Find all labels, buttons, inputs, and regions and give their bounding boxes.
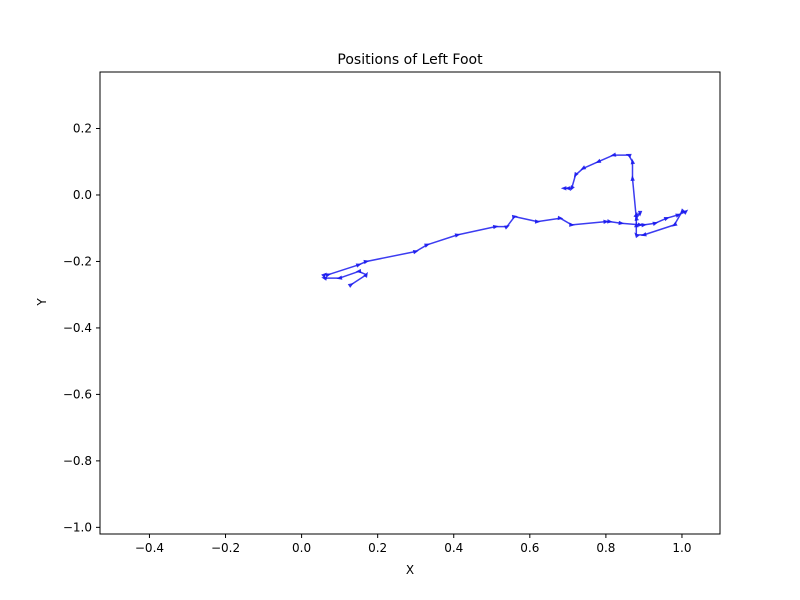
x-tick-label: 0.0 xyxy=(292,541,311,555)
x-tick-label: 1.0 xyxy=(672,541,691,555)
data-point xyxy=(560,186,567,191)
y-tick-label: −0.8 xyxy=(63,454,92,468)
data-point xyxy=(325,273,332,278)
y-tick-label: −0.6 xyxy=(63,387,92,401)
data-point xyxy=(492,224,499,230)
y-axis-label: Y xyxy=(35,298,49,307)
data-point xyxy=(618,220,625,226)
y-tick-label: −0.4 xyxy=(63,321,92,335)
data-point xyxy=(321,272,327,278)
x-tick-label: 0.2 xyxy=(368,541,387,555)
x-tick-label: 0.8 xyxy=(596,541,615,555)
y-tick-label: 0.0 xyxy=(73,188,92,202)
y-tick-label: 0.2 xyxy=(73,122,92,136)
data-point xyxy=(534,219,541,224)
data-point xyxy=(570,185,575,192)
data-point xyxy=(595,158,602,163)
data-point xyxy=(671,221,678,227)
data-point xyxy=(652,221,659,226)
data-point xyxy=(355,268,362,274)
data-point xyxy=(355,263,362,268)
data-point xyxy=(424,243,431,248)
series-line xyxy=(323,154,687,286)
data-point xyxy=(412,250,419,255)
x-tick-label: 0.6 xyxy=(520,541,539,555)
data-point xyxy=(630,175,635,181)
data-point xyxy=(607,219,613,224)
data-point xyxy=(580,165,587,171)
data-point xyxy=(503,225,510,230)
data-point xyxy=(511,214,518,220)
chart-title: Positions of Left Foot xyxy=(337,52,483,68)
data-point xyxy=(634,232,640,239)
data-point xyxy=(336,275,343,280)
data-point xyxy=(603,219,610,225)
data-point xyxy=(682,209,689,215)
data-point xyxy=(634,215,639,222)
x-tick-label: −0.4 xyxy=(135,541,164,555)
plot-frame xyxy=(99,71,721,535)
data-point xyxy=(641,222,648,228)
data-point xyxy=(637,210,643,217)
data-point xyxy=(569,222,575,227)
data-point xyxy=(610,152,617,157)
data-point xyxy=(633,211,638,218)
plot-area xyxy=(321,152,689,288)
data-point xyxy=(347,282,354,288)
data-point xyxy=(564,186,571,191)
data-point xyxy=(573,171,579,178)
data-point xyxy=(321,276,328,281)
axes: −0.4 −0.2 0.0 0.2 0.4 0.6 0.8 1.0 −1.0 −0.8 −0.6 −0… xyxy=(63,71,721,555)
data-point xyxy=(663,216,670,222)
data-point xyxy=(363,259,370,265)
x-axis-label: X xyxy=(406,563,414,577)
y-tick-label: −1.0 xyxy=(63,520,92,534)
data-point xyxy=(637,222,644,227)
data-point xyxy=(557,215,564,221)
x-tick-label: −0.2 xyxy=(211,541,240,555)
data-point xyxy=(625,153,632,158)
data-point xyxy=(363,271,368,278)
x-tick-label: 0.4 xyxy=(444,541,463,555)
data-point xyxy=(675,213,682,218)
data-point xyxy=(630,158,636,165)
data-point xyxy=(634,221,639,228)
y-tick-label: −0.2 xyxy=(63,254,92,268)
data-point xyxy=(454,233,461,238)
data-point xyxy=(640,232,647,237)
data-point xyxy=(679,208,686,215)
